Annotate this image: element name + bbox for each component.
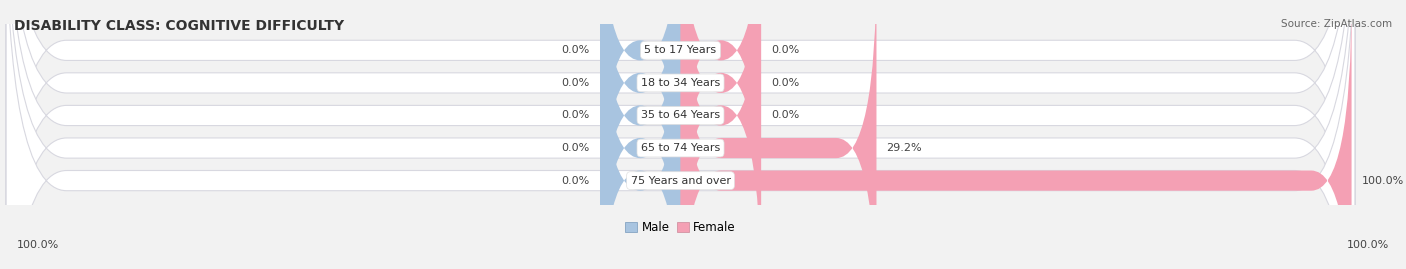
Text: 0.0%: 0.0% (561, 111, 591, 121)
FancyBboxPatch shape (6, 0, 1355, 269)
Text: 29.2%: 29.2% (887, 143, 922, 153)
FancyBboxPatch shape (6, 0, 1355, 269)
FancyBboxPatch shape (681, 0, 761, 236)
FancyBboxPatch shape (600, 0, 681, 269)
Legend: Male, Female: Male, Female (620, 217, 741, 239)
FancyBboxPatch shape (600, 0, 681, 236)
Text: 0.0%: 0.0% (561, 45, 591, 55)
FancyBboxPatch shape (600, 0, 681, 269)
Text: 0.0%: 0.0% (561, 78, 591, 88)
FancyBboxPatch shape (681, 0, 1351, 269)
FancyBboxPatch shape (600, 0, 681, 269)
Text: 100.0%: 100.0% (17, 240, 59, 250)
Text: 100.0%: 100.0% (1347, 240, 1389, 250)
Text: 0.0%: 0.0% (770, 45, 800, 55)
Text: 0.0%: 0.0% (561, 143, 591, 153)
FancyBboxPatch shape (6, 0, 1355, 269)
Text: 100.0%: 100.0% (1361, 176, 1403, 186)
Text: Source: ZipAtlas.com: Source: ZipAtlas.com (1281, 19, 1392, 29)
FancyBboxPatch shape (6, 0, 1355, 269)
Text: 18 to 34 Years: 18 to 34 Years (641, 78, 720, 88)
Text: 0.0%: 0.0% (770, 78, 800, 88)
Text: 65 to 74 Years: 65 to 74 Years (641, 143, 720, 153)
FancyBboxPatch shape (681, 0, 876, 269)
FancyBboxPatch shape (600, 0, 681, 268)
Text: 0.0%: 0.0% (770, 111, 800, 121)
FancyBboxPatch shape (6, 0, 1355, 269)
Text: 0.0%: 0.0% (561, 176, 591, 186)
FancyBboxPatch shape (681, 0, 761, 268)
Text: 35 to 64 Years: 35 to 64 Years (641, 111, 720, 121)
Text: 5 to 17 Years: 5 to 17 Years (644, 45, 717, 55)
Text: 75 Years and over: 75 Years and over (630, 176, 731, 186)
FancyBboxPatch shape (681, 0, 761, 269)
Text: DISABILITY CLASS: COGNITIVE DIFFICULTY: DISABILITY CLASS: COGNITIVE DIFFICULTY (14, 19, 344, 33)
